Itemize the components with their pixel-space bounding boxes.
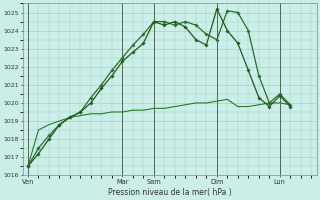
X-axis label: Pression niveau de la mer( hPa ): Pression niveau de la mer( hPa ) [108, 188, 231, 197]
